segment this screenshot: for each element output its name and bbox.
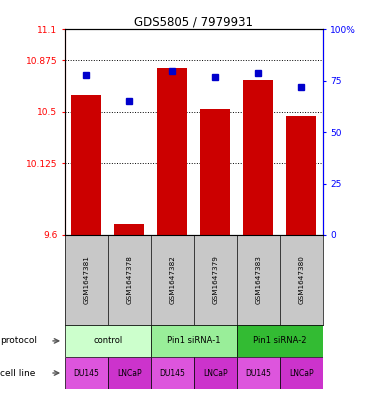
- Bar: [108, 357, 151, 389]
- Text: protocol: protocol: [0, 336, 37, 345]
- Text: GSM1647378: GSM1647378: [127, 255, 132, 304]
- Text: LNCaP: LNCaP: [289, 369, 313, 378]
- Text: cell line: cell line: [0, 369, 36, 378]
- Text: Pin1 siRNA-2: Pin1 siRNA-2: [253, 336, 306, 345]
- Bar: [157, 68, 187, 235]
- Text: DU145: DU145: [73, 369, 99, 378]
- Text: GSM1647381: GSM1647381: [83, 255, 89, 304]
- Bar: [65, 357, 108, 389]
- Text: DU145: DU145: [245, 369, 271, 378]
- Text: DU145: DU145: [160, 369, 185, 378]
- Text: GSM1647380: GSM1647380: [298, 255, 304, 304]
- Text: Pin1 siRNA-1: Pin1 siRNA-1: [167, 336, 221, 345]
- Title: GDS5805 / 7979931: GDS5805 / 7979931: [134, 15, 253, 28]
- Text: LNCaP: LNCaP: [203, 369, 228, 378]
- Bar: [151, 357, 194, 389]
- Bar: [194, 357, 237, 389]
- Bar: [237, 357, 280, 389]
- Text: GSM1647382: GSM1647382: [169, 255, 175, 304]
- Text: GSM1647383: GSM1647383: [255, 255, 261, 304]
- Bar: [243, 80, 273, 235]
- Bar: [65, 325, 151, 357]
- Text: LNCaP: LNCaP: [117, 369, 142, 378]
- Bar: [280, 357, 323, 389]
- Text: control: control: [93, 336, 122, 345]
- Bar: [200, 109, 230, 235]
- Text: GSM1647379: GSM1647379: [212, 255, 219, 304]
- Bar: [286, 116, 316, 235]
- Bar: [151, 325, 237, 357]
- Bar: [71, 95, 101, 235]
- Bar: [237, 325, 323, 357]
- Bar: [114, 224, 144, 235]
